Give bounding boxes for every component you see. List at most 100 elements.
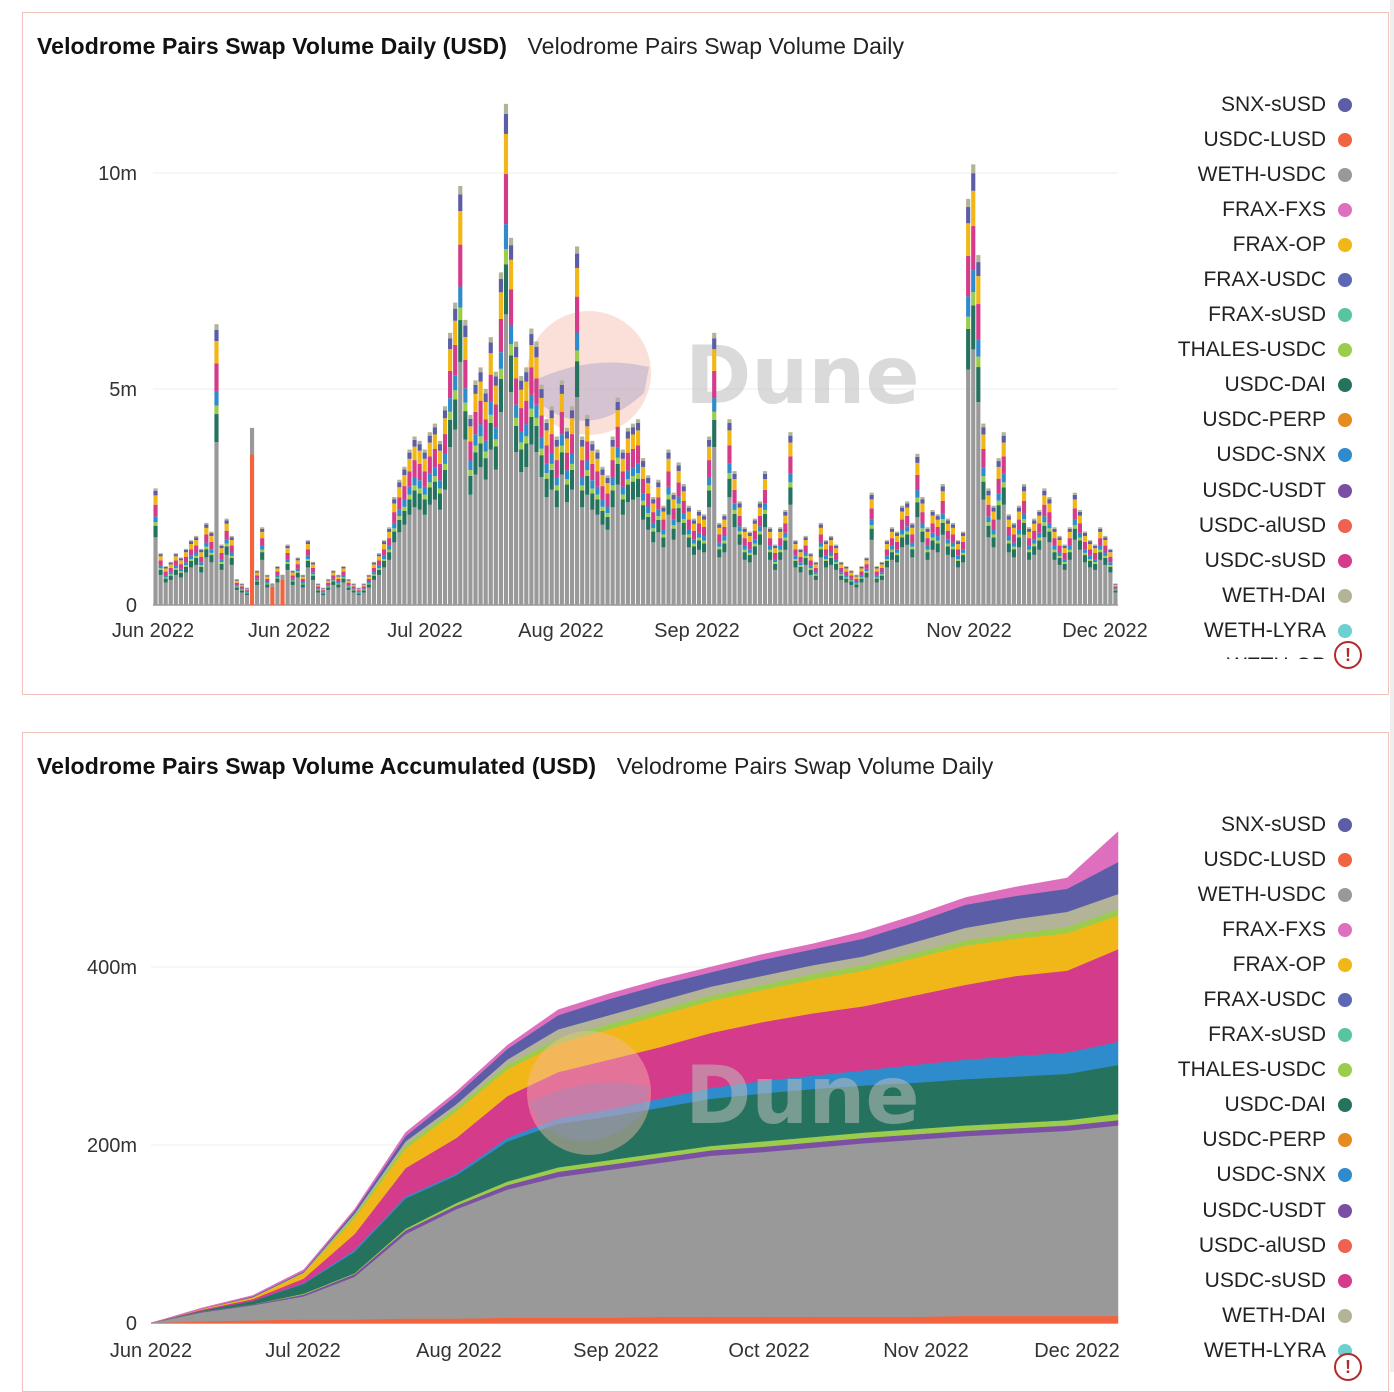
legend-item[interactable]: FRAX-FXS [1112, 912, 1352, 947]
bar-segment [1098, 529, 1102, 532]
legend-item[interactable]: USDC-SNX [1112, 438, 1352, 473]
bar-segment [357, 593, 361, 594]
legend-item[interactable]: WETH-USDC [1112, 877, 1352, 912]
legend-item[interactable]: SNX-sUSD [1112, 807, 1352, 842]
legend-item[interactable]: USDC-DAI [1112, 1088, 1352, 1123]
bar-segment [651, 528, 655, 531]
bar-segment [859, 582, 863, 605]
y-tick-label: 200m [87, 1135, 137, 1157]
legend-item[interactable]: FRAX-OP [1112, 227, 1352, 262]
bar-segment [473, 446, 477, 453]
bar-segment [174, 554, 178, 556]
bar-segment [905, 503, 909, 507]
legend-item[interactable]: USDC-alUSD [1112, 1228, 1352, 1263]
bar-segment [976, 262, 980, 276]
legend-item[interactable]: WETH-LYRA [1112, 613, 1352, 648]
bar-segment [580, 440, 584, 447]
legend-item[interactable]: USDC-DAI [1112, 368, 1352, 403]
bar-segment [265, 582, 269, 584]
bar-segment [199, 565, 203, 567]
bar-segment [255, 571, 259, 572]
bar-segment [1088, 549, 1092, 555]
legend-item[interactable]: USDC-LUSD [1112, 122, 1352, 157]
bar-segment [316, 590, 320, 591]
bar-segment [433, 482, 437, 500]
bar-segment [346, 579, 350, 580]
legend-item[interactable]: USDC-USDT [1112, 473, 1352, 508]
legend-label: WETH-DAI [1222, 1304, 1326, 1328]
legend-item[interactable]: USDC-LUSD [1112, 842, 1352, 877]
bar-segment [834, 548, 838, 553]
bar-segment [991, 529, 995, 534]
bar-segment [870, 493, 874, 495]
legend-item[interactable]: USDC-sUSD [1112, 1263, 1352, 1298]
bar-segment [920, 532, 924, 543]
legend-item[interactable]: USDC-PERP [1112, 1123, 1352, 1158]
warning-icon[interactable]: ! [1334, 1353, 1362, 1381]
bar-segment [600, 475, 604, 486]
bar-segment [672, 508, 676, 519]
bar-segment [321, 588, 325, 589]
bar-segment [743, 550, 747, 552]
bar-segment [509, 245, 513, 260]
legend-item[interactable]: WETH-LYRA [1112, 1333, 1352, 1367]
bar-segment [296, 569, 300, 571]
bar-segment [793, 542, 797, 545]
daily-bar [905, 501, 909, 605]
bar-segment [550, 418, 554, 434]
bar-segment [971, 305, 975, 349]
legend-item[interactable]: WETH-OP [1112, 649, 1352, 660]
bar-segment [499, 412, 503, 605]
legend-swatch [1338, 98, 1352, 112]
bar-segment [550, 490, 554, 605]
bar-segment [605, 507, 609, 513]
bar-segment [702, 516, 706, 520]
bar-segment [1047, 499, 1051, 503]
warning-icon[interactable]: ! [1334, 641, 1362, 669]
legend-item[interactable]: SNX-sUSD [1112, 87, 1352, 122]
legend-item[interactable]: THALES-USDC [1112, 333, 1352, 368]
legend-item[interactable]: WETH-DAI [1112, 1298, 1352, 1333]
legend-item[interactable]: USDC-PERP [1112, 403, 1352, 438]
legend-item[interactable]: FRAX-USDC [1112, 262, 1352, 297]
legend-item[interactable]: USDC-USDT [1112, 1193, 1352, 1228]
bar-segment [920, 499, 924, 503]
bar-segment [255, 585, 259, 605]
legend-item[interactable]: FRAX-OP [1112, 947, 1352, 982]
legend-item[interactable]: USDC-SNX [1112, 1158, 1352, 1193]
daily-bar [204, 523, 208, 605]
bar-segment [545, 497, 549, 605]
bar-segment [397, 520, 401, 533]
bar-segment [367, 587, 371, 605]
legend-item[interactable]: WETH-USDC [1112, 157, 1352, 192]
legend-item[interactable]: FRAX-FXS [1112, 192, 1352, 227]
bar-segment [707, 440, 711, 447]
bar-segment [1088, 559, 1092, 561]
scrollbar-track[interactable] [1390, 0, 1394, 1372]
bar-segment [346, 585, 350, 586]
legend-item[interactable]: THALES-USDC [1112, 1053, 1352, 1088]
bar-segment [925, 552, 929, 560]
legend-item[interactable]: WETH-DAI [1112, 578, 1352, 613]
bar-segment [412, 490, 416, 507]
bar-segment [184, 557, 188, 563]
bar-segment [702, 541, 706, 544]
bar-segment [291, 585, 295, 605]
daily-bar [1088, 540, 1092, 605]
bar-segment [636, 445, 640, 464]
legend-item[interactable]: FRAX-sUSD [1112, 298, 1352, 333]
legend-item[interactable]: FRAX-sUSD [1112, 1018, 1352, 1053]
legend-item[interactable]: FRAX-USDC [1112, 982, 1352, 1017]
bar-segment [997, 501, 1001, 505]
bar-segment [428, 443, 432, 457]
bar-segment [225, 524, 229, 531]
legend-label: FRAX-FXS [1222, 918, 1326, 942]
legend-item[interactable]: USDC-alUSD [1112, 508, 1352, 543]
bar-segment [900, 537, 904, 547]
legend-item[interactable]: USDC-sUSD [1112, 543, 1352, 578]
bar-segment [225, 531, 229, 540]
bar-segment [844, 572, 848, 576]
bar-segment [499, 369, 503, 379]
bar-segment [682, 501, 686, 513]
bar-segment [392, 528, 396, 531]
